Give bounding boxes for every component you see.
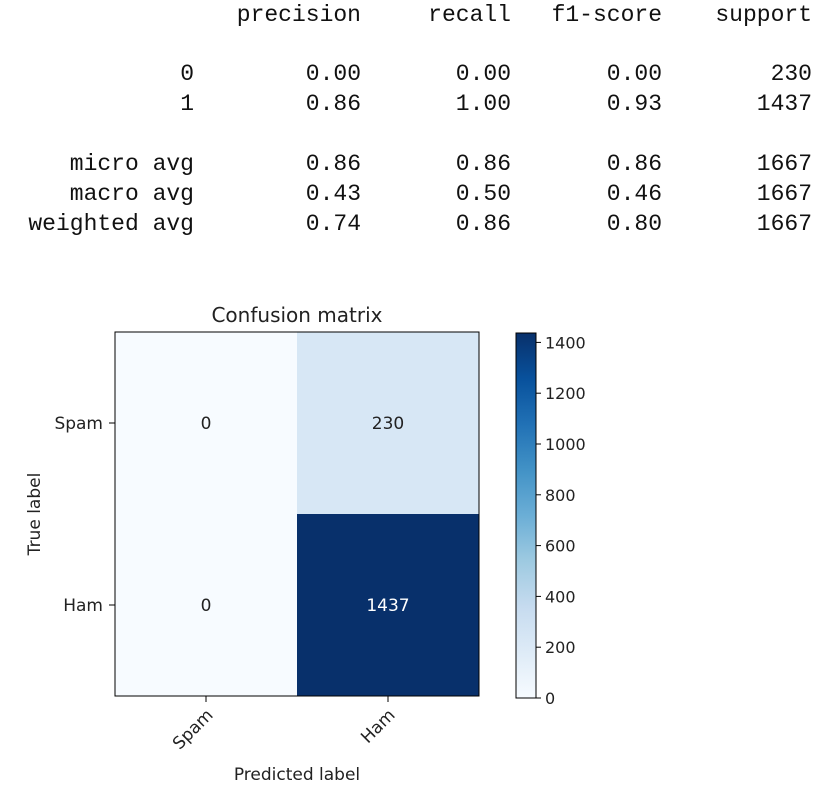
- y-tick-label: Spam: [54, 414, 103, 434]
- chart-title: Confusion matrix: [211, 303, 382, 327]
- x-tick-label: Ham: [357, 705, 399, 747]
- report-cell: 0.43: [305, 181, 361, 207]
- matrix-frame: [114, 331, 480, 697]
- x-tick-label: Spam: [169, 705, 217, 753]
- report-cell: 0.93: [606, 91, 662, 117]
- y-tick-label: Ham: [63, 596, 103, 616]
- colorbar-tick-label: 200: [545, 638, 576, 657]
- report-cell: 0.86: [305, 91, 361, 117]
- report-cell: 0.00: [455, 61, 511, 87]
- cell-value: 0: [201, 414, 212, 434]
- report-cell: 0.74: [305, 211, 361, 237]
- report-header: precision: [236, 2, 361, 28]
- colorbar-tick-label: 400: [545, 587, 576, 606]
- report-header: f1-score: [551, 2, 662, 28]
- report-cell: 1667: [756, 151, 812, 177]
- colorbar-tick-label: 1400: [545, 333, 586, 352]
- report-cell: 0.86: [455, 151, 511, 177]
- classification-report: precision recall f1-score support 0 0.00 0.00 0…: [0, 0, 830, 250]
- matrix-cell: [297, 332, 479, 514]
- matrix-cell: [115, 514, 297, 696]
- report-row-label: weighted avg: [28, 211, 194, 237]
- x-axis-label: Predicted label: [234, 765, 360, 785]
- report-cell: 0.46: [606, 181, 662, 207]
- colorbar-tick-label: 1000: [545, 435, 586, 454]
- report-row-label: 1: [180, 91, 194, 117]
- report-cell: 0.00: [606, 61, 662, 87]
- colorbar-tick-label: 600: [545, 537, 576, 556]
- colorbar-tick-label: 800: [545, 486, 576, 505]
- report-cell: 1.00: [455, 91, 511, 117]
- report-row-label: 0: [180, 61, 194, 87]
- matrix-cell: [115, 332, 297, 514]
- report-row-label: macro avg: [69, 181, 194, 207]
- colorbar-tick-label: 1200: [545, 384, 586, 403]
- colorbar: [515, 332, 537, 699]
- report-cell: 1667: [756, 181, 812, 207]
- cell-value: 230: [372, 414, 404, 434]
- report-cell: 0.86: [305, 151, 361, 177]
- report-cell: 0.86: [455, 211, 511, 237]
- colorbar-tick-label: 0: [545, 689, 555, 708]
- report-cell: 1437: [756, 91, 812, 117]
- matrix-cell: [297, 514, 479, 696]
- report-cell: 230: [770, 61, 812, 87]
- report-cell: 0.00: [305, 61, 361, 87]
- report-cell: 0.86: [606, 151, 662, 177]
- cell-value: 0: [201, 596, 212, 616]
- report-cell: 1667: [756, 211, 812, 237]
- cell-value: 1437: [366, 596, 409, 616]
- report-header: recall: [428, 2, 511, 28]
- report-cell: 0.50: [455, 181, 511, 207]
- report-header: support: [715, 2, 812, 28]
- report-cell: 0.80: [606, 211, 662, 237]
- y-axis-label: True label: [25, 473, 45, 557]
- confusion-matrix-chart: 0 230 0 1437 Spam Ham Spam Ham Confusion matri…: [25, 303, 586, 785]
- report-row-label: micro avg: [69, 151, 194, 177]
